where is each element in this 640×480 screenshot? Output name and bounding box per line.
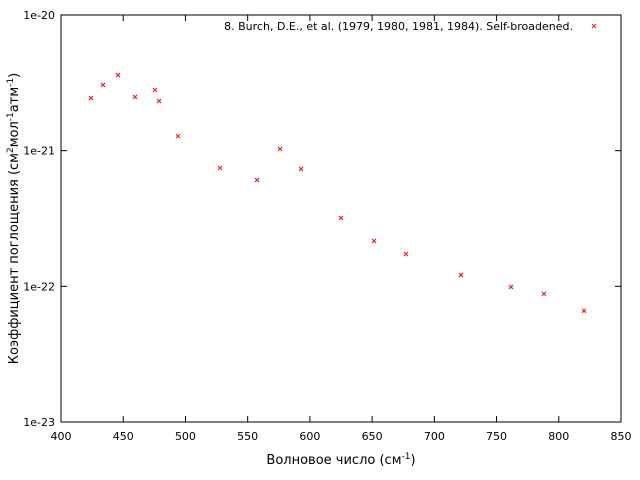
y-tick-label: 1e-20: [23, 9, 55, 22]
x-tick-label: 700: [424, 430, 445, 443]
point: [88, 95, 94, 101]
point: [403, 251, 409, 257]
point: [175, 133, 181, 139]
point: [277, 146, 283, 152]
x-tick-label: 650: [362, 430, 383, 443]
point: [254, 177, 260, 183]
y-tick-label: 1e-22: [23, 280, 55, 293]
point: [298, 166, 304, 172]
point: [581, 308, 587, 314]
x-axis-label-part: -1: [402, 452, 411, 462]
legend-label: 8. Burch, D.E., et al. (1979, 1980, 1981…: [224, 20, 573, 33]
point: [458, 272, 464, 278]
y-tick-label: 1e-23: [23, 416, 55, 429]
x-axis-label: Волновое число (см-1): [266, 452, 415, 468]
point: [217, 165, 223, 171]
plot-frame: [60, 14, 622, 423]
point: [115, 72, 121, 78]
x-tick-label: 850: [611, 430, 632, 443]
legend-marker: [591, 23, 597, 29]
x-tick-label: 600: [299, 430, 320, 443]
point: [100, 82, 106, 88]
x-tick-label: 750: [486, 430, 507, 443]
point: [132, 94, 138, 100]
y-axis-label-part: Коэффициент поглощения (см: [7, 153, 22, 364]
y-tick-label: 1e-21: [23, 145, 55, 158]
y-axis-label-part: мол: [7, 121, 22, 147]
x-tick-label: 550: [237, 430, 258, 443]
x-axis-label-part: ): [410, 453, 415, 468]
y-axis-label-part: ): [7, 73, 22, 78]
x-tick-label: 450: [113, 430, 134, 443]
x-tick-label: 800: [548, 430, 569, 443]
point: [371, 238, 377, 244]
y-axis-label-part: -1: [6, 78, 16, 87]
point: [156, 98, 162, 104]
point: [152, 87, 158, 93]
x-tick-label: 500: [175, 430, 196, 443]
y-axis-label-part: 2: [6, 147, 16, 153]
point: [541, 291, 547, 297]
point: [508, 284, 514, 290]
point: [338, 215, 344, 221]
x-tick-label: 400: [51, 430, 72, 443]
y-axis-label-part: атм: [7, 87, 22, 112]
y-axis-label-part: -1: [6, 112, 16, 121]
x-axis-label-part: Волновое число (см: [266, 453, 401, 468]
y-axis-label: Коэффициент поглощения (см2мол-1атм-1): [6, 73, 22, 364]
